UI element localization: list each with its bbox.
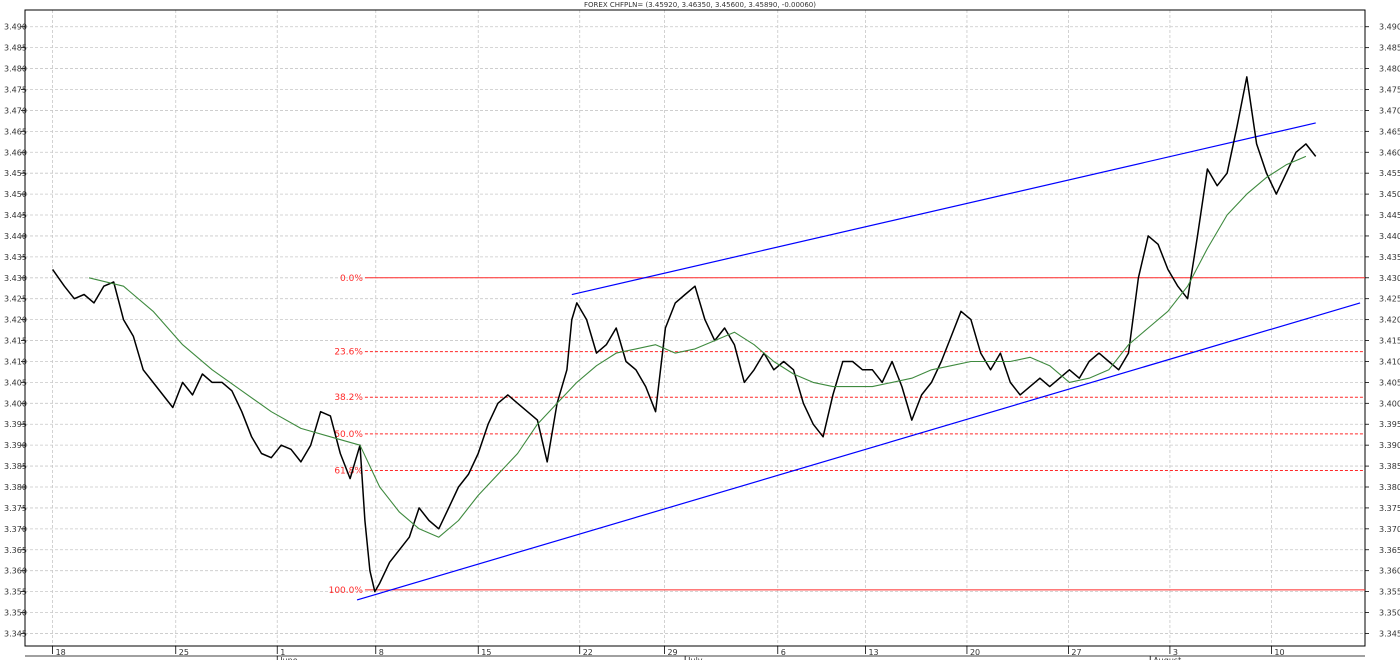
y-tick-label-right: 3.490 bbox=[1379, 23, 1400, 32]
x-tick-label: 20 bbox=[970, 648, 980, 657]
trendline bbox=[356, 302, 1361, 601]
x-tick-label: 22 bbox=[583, 648, 593, 657]
grid bbox=[25, 10, 1365, 646]
y-tick-label-left: 3.350 bbox=[4, 609, 27, 618]
axes bbox=[24, 9, 1366, 647]
y-tick-label-right: 3.440 bbox=[1379, 232, 1400, 241]
y-tick-label-left: 3.450 bbox=[4, 190, 27, 199]
y-tick-label-right: 3.470 bbox=[1379, 106, 1400, 115]
y-tick-label-right: 3.435 bbox=[1379, 253, 1400, 262]
y-tick-label-right: 3.405 bbox=[1379, 378, 1400, 387]
y-tick-label-left: 3.435 bbox=[4, 253, 27, 262]
y-tick-label-right: 3.415 bbox=[1379, 337, 1400, 346]
y-tick-label-right: 3.345 bbox=[1379, 629, 1400, 638]
y-tick-label-right: 3.485 bbox=[1379, 44, 1400, 53]
y-tick-label-right: 3.385 bbox=[1379, 462, 1400, 471]
y-tick-label-left: 3.405 bbox=[4, 378, 27, 387]
price-line bbox=[51, 76, 1317, 593]
y-tick-label-left: 3.380 bbox=[4, 483, 27, 492]
series-group bbox=[51, 76, 1317, 593]
y-tick-label-left: 3.455 bbox=[4, 169, 27, 178]
x-tick-label: 27 bbox=[1071, 648, 1081, 657]
y-tick-label-right: 3.375 bbox=[1379, 504, 1400, 513]
y-tick-label-left: 3.415 bbox=[4, 337, 27, 346]
y-tick-label-left: 3.430 bbox=[4, 274, 27, 283]
month-label: June bbox=[279, 656, 298, 660]
y-tick-label-left: 3.375 bbox=[4, 504, 27, 513]
y-tick-label-left: 3.360 bbox=[4, 567, 27, 576]
y-tick-label-right: 3.425 bbox=[1379, 295, 1400, 304]
y-tick-label-left: 3.410 bbox=[4, 357, 27, 366]
fibonacci-levels: 0.0% 23.6% 38.2% 50.0% 61.8% 100.0% bbox=[329, 274, 1365, 596]
y-tick-label-right: 3.465 bbox=[1379, 127, 1400, 136]
y-tick-label-left: 3.400 bbox=[4, 399, 27, 408]
y-tick-label-left: 3.370 bbox=[4, 525, 27, 534]
y-tick-label-right: 3.355 bbox=[1379, 588, 1400, 597]
y-tick-label-left: 3.445 bbox=[4, 211, 27, 220]
y-tick-label-right: 3.365 bbox=[1379, 546, 1400, 555]
y-tick-label-left: 3.365 bbox=[4, 546, 27, 555]
fib-level-label: 61.8% bbox=[334, 467, 363, 477]
fib-level-label: 38.2% bbox=[334, 393, 363, 403]
month-label: August bbox=[1153, 656, 1181, 660]
fib-level-label: 0.0% bbox=[340, 274, 363, 284]
fib-level-label: 23.6% bbox=[334, 348, 363, 358]
x-tick-label: 18 bbox=[56, 648, 66, 657]
trendlines bbox=[356, 122, 1361, 601]
y-tick-label-right: 3.450 bbox=[1379, 190, 1400, 199]
y-axis-right: 3.345 3.350 3.355 3.360 3.365 3.370 3.375 3.380… bbox=[1365, 23, 1400, 638]
y-tick-label-left: 3.390 bbox=[4, 441, 27, 450]
y-tick-label-left: 3.355 bbox=[4, 588, 27, 597]
y-tick-label-right: 3.480 bbox=[1379, 65, 1400, 74]
y-tick-label-right: 3.350 bbox=[1379, 609, 1400, 618]
y-tick-label-right: 3.475 bbox=[1379, 86, 1400, 95]
y-tick-label-right: 3.410 bbox=[1379, 357, 1400, 366]
x-axis: 1825181522296132027310JuneJulyAugust bbox=[25, 646, 1365, 660]
y-tick-label-right: 3.395 bbox=[1379, 420, 1400, 429]
y-tick-label-right: 3.360 bbox=[1379, 567, 1400, 576]
y-tick-label-right: 3.390 bbox=[1379, 441, 1400, 450]
x-tick-label: 6 bbox=[781, 648, 786, 657]
x-tick-label: 29 bbox=[667, 648, 677, 657]
y-tick-label-left: 3.485 bbox=[4, 44, 27, 53]
chart-title: FOREX CHFPLN= (3.45920, 3.46350, 3.45600… bbox=[584, 1, 816, 9]
y-tick-label-right: 3.460 bbox=[1379, 148, 1400, 157]
x-tick-label: 15 bbox=[481, 648, 491, 657]
y-tick-label-right: 3.455 bbox=[1379, 169, 1400, 178]
y-tick-label-left: 3.440 bbox=[4, 232, 27, 241]
y-tick-label-right: 3.380 bbox=[1379, 483, 1400, 492]
y-tick-label-right: 3.420 bbox=[1379, 316, 1400, 325]
y-tick-label-left: 3.460 bbox=[4, 148, 27, 157]
x-tick-label: 25 bbox=[179, 648, 189, 657]
trendline bbox=[571, 122, 1316, 296]
y-tick-label-left: 3.470 bbox=[4, 106, 27, 115]
y-tick-label-right: 3.445 bbox=[1379, 211, 1400, 220]
moving-average-line bbox=[88, 155, 1307, 538]
month-label: July bbox=[687, 656, 703, 660]
y-tick-label-right: 3.400 bbox=[1379, 399, 1400, 408]
y-tick-label-left: 3.425 bbox=[4, 295, 27, 304]
y-tick-label-left: 3.420 bbox=[4, 316, 27, 325]
plot-frame bbox=[24, 9, 1366, 647]
y-axis-left: 3.345 3.350 3.355 3.360 3.365 3.370 3.375 3.380… bbox=[4, 23, 27, 639]
y-tick-label-left: 3.475 bbox=[4, 86, 27, 95]
fib-level-label: 50.0% bbox=[334, 430, 363, 440]
y-tick-label-left: 3.465 bbox=[4, 127, 27, 136]
x-tick-label: 8 bbox=[379, 648, 384, 657]
x-tick-label: 1 bbox=[280, 648, 285, 657]
y-tick-label-left: 3.480 bbox=[4, 65, 27, 74]
x-tick-label: 13 bbox=[868, 648, 878, 657]
y-tick-label-right: 3.370 bbox=[1379, 525, 1400, 534]
y-tick-label-right: 3.430 bbox=[1379, 274, 1400, 283]
y-tick-label-left: 3.385 bbox=[4, 462, 27, 471]
y-tick-label-left: 3.345 bbox=[4, 629, 27, 638]
fib-level-label: 100.0% bbox=[329, 586, 364, 596]
y-tick-label-left: 3.490 bbox=[4, 23, 27, 32]
y-tick-label-left: 3.395 bbox=[4, 420, 27, 429]
x-tick-label: 3 bbox=[1173, 648, 1178, 657]
x-tick-label: 10 bbox=[1274, 648, 1284, 657]
